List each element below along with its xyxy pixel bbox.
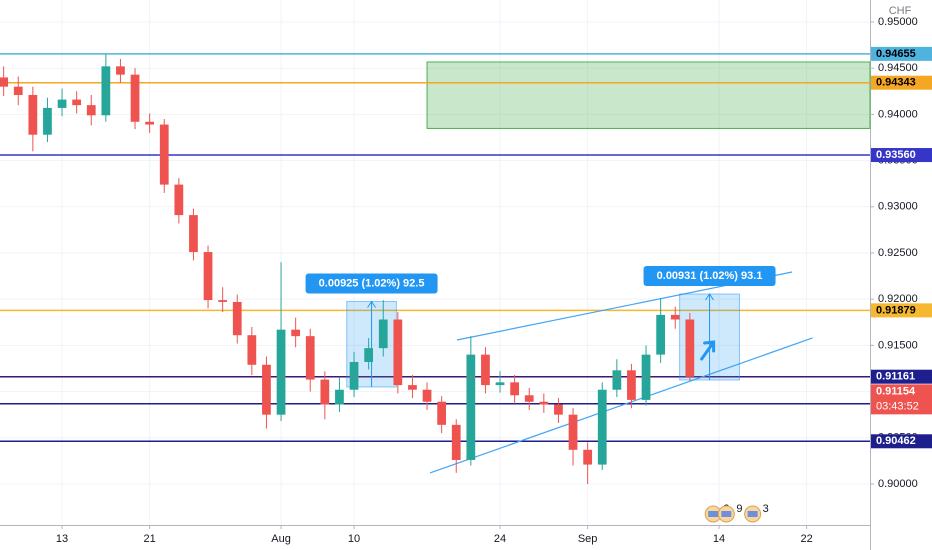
candle-body [43,107,52,135]
y-tick-label: 0.92500 [878,247,918,259]
candle-body [262,364,271,415]
y-tick-label: 0.94000 [878,108,918,120]
plot-area: 0.00925 (1.02%) 92.5 0.00931 (1.02%) 93.1… [0,0,871,525]
candle-body [364,348,374,363]
measure-label-bg [305,273,438,294]
level-label-bg [871,303,932,318]
candle-body [335,389,344,405]
current-price-label: 0.91154 [876,385,916,397]
candle-body [422,389,432,402]
candle-body [524,395,534,402]
candle-body [218,300,228,302]
candle-body [28,94,38,135]
candle-body [320,379,330,405]
candle-body [437,401,447,425]
candle-body [305,336,315,380]
candle-body [583,449,593,465]
candle-body [597,389,607,465]
candle-body [72,99,82,106]
candle-body [466,354,476,460]
level-label-bg [871,434,932,449]
candle-body [232,301,242,336]
x-tick-label: Aug [271,533,291,545]
x-tick-label: 13 [56,533,68,545]
measure-label: 0.00931 (1.02%) 93.1 [657,270,763,282]
candle-body [145,121,155,125]
event-flag [708,511,719,517]
arrow-icon [700,340,716,361]
candle-body [481,354,490,386]
candle-body [510,382,520,396]
level-label-bg [871,369,932,384]
candle-body [656,314,666,355]
event-count: 3 [763,503,769,515]
candle-body [101,66,111,116]
countdown: 03:43:52 [876,400,919,412]
x-tick-label: 10 [348,533,360,545]
candle-body [130,74,140,122]
candle-body [189,215,198,253]
current-price-bg [871,384,932,415]
candle-body [247,335,257,365]
measure-label: 0.00925 (1.02%) 92.5 [319,277,425,289]
x-tick-label: 22 [801,533,813,545]
candle-body [378,319,388,349]
candle-body [670,314,680,320]
candle-body [0,77,9,87]
candle-body [86,105,96,116]
x-tick-label: 14 [713,533,725,545]
candle-body [159,124,169,185]
candle-body [641,354,651,400]
level-label: 0.90462 [876,435,916,447]
y-tick-label: 0.94500 [878,62,918,74]
y-tick-label: 0.93000 [878,201,918,213]
y-tick-label: 0.91500 [878,339,918,351]
level-label: 0.93560 [876,149,916,161]
candle-body [554,404,563,415]
candle-body [203,252,213,301]
level-label-bg [871,148,932,163]
measure-label-bg [643,266,776,287]
candle-body [291,329,301,337]
x-tick-label: 24 [494,533,506,545]
candle-body [612,370,622,390]
measure-arrowhead [705,293,714,301]
level-label: 0.94655 [876,48,916,60]
measure-arrowhead [367,300,376,308]
x-tick-label: 21 [144,533,156,545]
currency: CHF [889,5,912,17]
level-label: 0.94343 [876,77,916,89]
event-count: 9 [736,503,742,515]
candle-body [451,424,461,460]
candle-body [13,86,23,95]
candle-body [116,66,125,75]
y-tick-label: 0.90000 [878,478,918,490]
candle-body [57,99,67,108]
level-label: 0.91161 [876,371,915,383]
candle-body [349,362,359,390]
y-tick-label: 0.92000 [878,293,918,305]
zone [426,61,871,129]
candle-body [393,319,403,386]
candle-body [276,329,286,415]
candle-body [174,184,184,216]
x-tick-label: Sep [578,533,598,545]
event-flag [721,511,732,517]
trendline [429,337,813,474]
candle-body [568,414,578,450]
y-tick-label: 0.95000 [878,16,918,28]
candle-body [495,382,505,386]
candle-body [627,370,636,400]
candle-body [685,319,695,377]
level-label-bg [871,75,932,90]
event-flag [747,511,758,517]
axis-labels: 0.900000.905000.910000.915000.920000.925… [56,16,932,545]
candle-body [408,385,417,390]
candle-body [539,401,549,405]
level-label: 0.91879 [876,304,916,316]
level-label-bg [871,46,932,61]
